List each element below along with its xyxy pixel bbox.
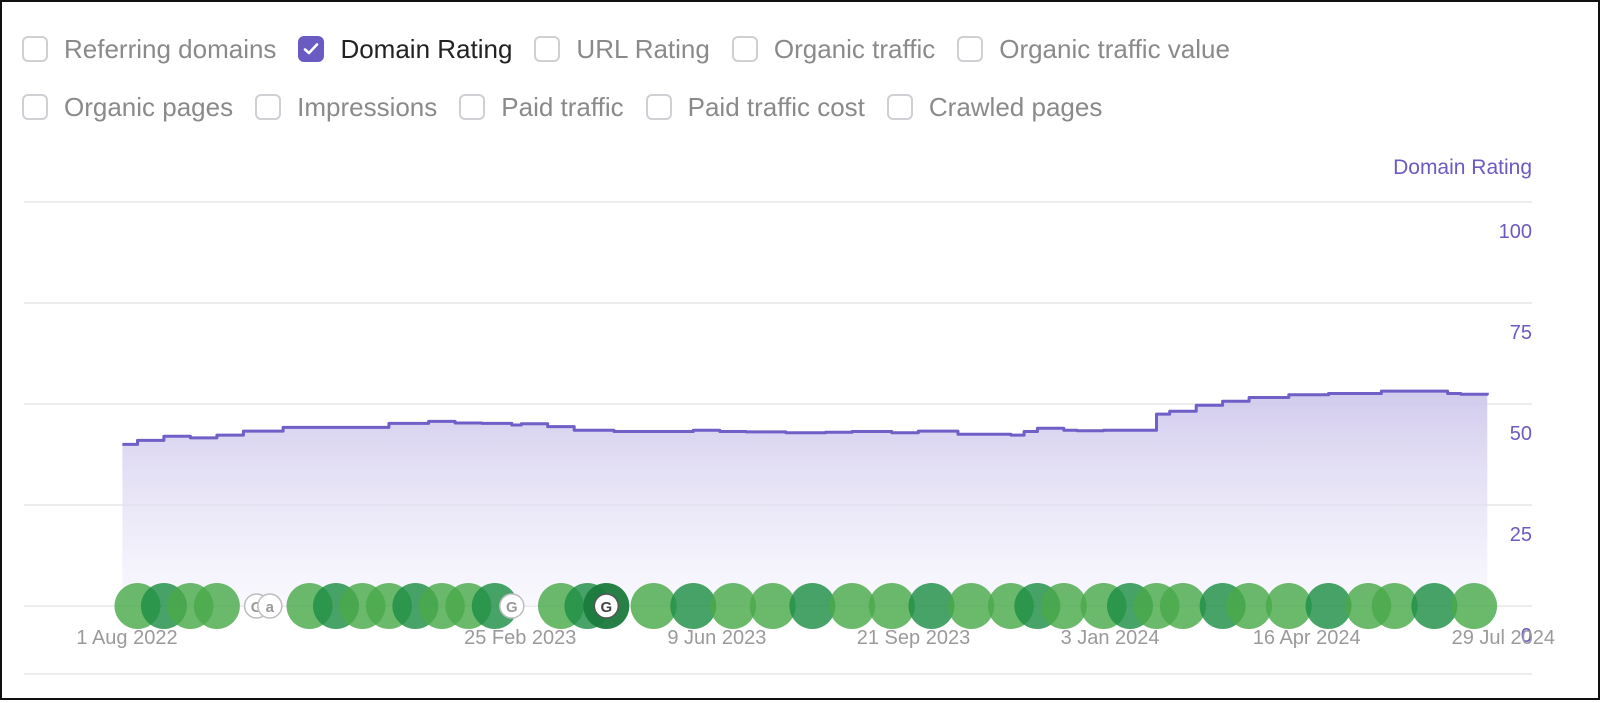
filter-label: Organic traffic value: [999, 33, 1230, 64]
y-tick-label: 100: [1499, 221, 1532, 243]
y-tick-label: 75: [1510, 322, 1532, 344]
update-marker[interactable]: [1451, 583, 1498, 629]
update-marker[interactable]: [1265, 583, 1312, 629]
filter-label: Referring domains: [64, 33, 277, 64]
checkbox-paid-traffic-cost[interactable]: [645, 94, 672, 120]
checkbox-crawled-pages[interactable]: [886, 94, 913, 120]
checkbox-organic-traffic[interactable]: [731, 36, 758, 62]
checkbox-domain-rating[interactable]: [298, 36, 325, 62]
filter-row: Organic pages Impressions Paid traffic Paid…: [22, 90, 1252, 124]
filter-label: Organic traffic: [773, 33, 936, 64]
x-tick-label: 25 Feb 2023: [464, 627, 576, 649]
checkbox-impressions[interactable]: [255, 94, 282, 120]
filter-label: Organic pages: [64, 91, 234, 122]
domain-rating-chart: 0 25 50 75 100 Domain Rating 1 Aug 2022 25 Feb …: [2, 152, 1598, 698]
y-tick-label: 0: [1521, 625, 1532, 647]
google-glyph: G: [600, 599, 612, 616]
update-marker[interactable]: [829, 583, 876, 629]
filter-paid-traffic-cost[interactable]: Paid traffic cost: [645, 91, 865, 123]
filter-label: Paid traffic cost: [687, 91, 865, 122]
filter-label: Domain Rating: [340, 33, 513, 64]
update-marker[interactable]: [749, 583, 796, 629]
y-tick-label: 25: [1510, 524, 1532, 546]
y-axis-title: Domain Rating: [1393, 156, 1532, 179]
update-marker[interactable]: [193, 583, 240, 629]
update-marker[interactable]: [948, 583, 995, 629]
filter-label: Paid traffic: [501, 91, 624, 122]
x-tick-label: 9 Jun 2023: [667, 627, 766, 649]
google-glyph: G: [251, 599, 263, 616]
chart-svg: 0 25 50 75 100 Domain Rating 1 Aug 2022 25 Feb …: [24, 156, 1555, 675]
filter-domain-rating[interactable]: Domain Rating: [298, 34, 512, 65]
update-marker[interactable]: [868, 583, 915, 629]
filter-organic-pages[interactable]: Organic pages: [22, 92, 233, 123]
checkbox-organic-traffic-value[interactable]: [957, 36, 984, 62]
y-tick-label: 50: [1510, 423, 1532, 445]
filter-organic-traffic-value[interactable]: Organic traffic value: [957, 34, 1230, 65]
series-line-domain-rating: [122, 389, 1489, 446]
ahrefs-glyph: a: [266, 599, 275, 616]
update-marker[interactable]: [789, 583, 836, 629]
filter-row: Referring domains Domain Rating URL Rating…: [22, 32, 1252, 66]
update-marker[interactable]: [908, 583, 955, 629]
series-area-domain-rating: [122, 391, 1488, 606]
ahrefs-update-icon[interactable]: [257, 593, 283, 619]
checkmark-icon: [304, 43, 319, 55]
update-marker[interactable]: [1226, 583, 1273, 629]
filter-impressions[interactable]: Impressions: [255, 92, 437, 123]
filter-paid-traffic[interactable]: Paid traffic: [459, 91, 624, 123]
google-update-icon[interactable]: [499, 593, 525, 619]
update-marker[interactable]: [1411, 583, 1458, 629]
checkbox-referring-domains[interactable]: [22, 36, 48, 62]
x-tick-label: 3 Jan 2024: [1061, 627, 1160, 649]
checkbox-organic-pages[interactable]: [22, 94, 48, 120]
update-marker[interactable]: [1305, 583, 1352, 629]
google-update-icon[interactable]: [593, 593, 620, 619]
update-marker[interactable]: [1159, 583, 1206, 629]
filter-url-rating[interactable]: URL Rating: [534, 33, 710, 65]
update-marker[interactable]: [630, 583, 677, 629]
filter-label: Impressions: [297, 91, 438, 122]
x-tick-label: 21 Sep 2023: [857, 627, 970, 649]
x-tick-label: 16 Apr 2024: [1253, 627, 1361, 649]
google-glyph: G: [506, 599, 518, 616]
update-marker[interactable]: [1371, 583, 1418, 629]
update-marker[interactable]: [709, 583, 756, 629]
filter-organic-traffic[interactable]: Organic traffic: [731, 33, 936, 65]
metric-filters: Referring domains Domain Rating URL Rating…: [22, 32, 1252, 124]
update-marker[interactable]: [471, 583, 518, 629]
checkbox-url-rating[interactable]: [534, 36, 561, 62]
filter-referring-domains[interactable]: Referring domains: [22, 34, 276, 65]
filter-crawled-pages[interactable]: Crawled pages: [886, 91, 1103, 123]
filter-label: URL Rating: [576, 33, 710, 64]
update-marker[interactable]: [1040, 583, 1087, 629]
update-marker[interactable]: [670, 583, 717, 629]
filter-label: Crawled pages: [928, 91, 1103, 122]
x-tick-label: 29 Jul 2024: [1452, 627, 1555, 649]
x-tick-label: 1 Aug 2022: [76, 627, 177, 649]
checkbox-paid-traffic[interactable]: [459, 94, 486, 120]
